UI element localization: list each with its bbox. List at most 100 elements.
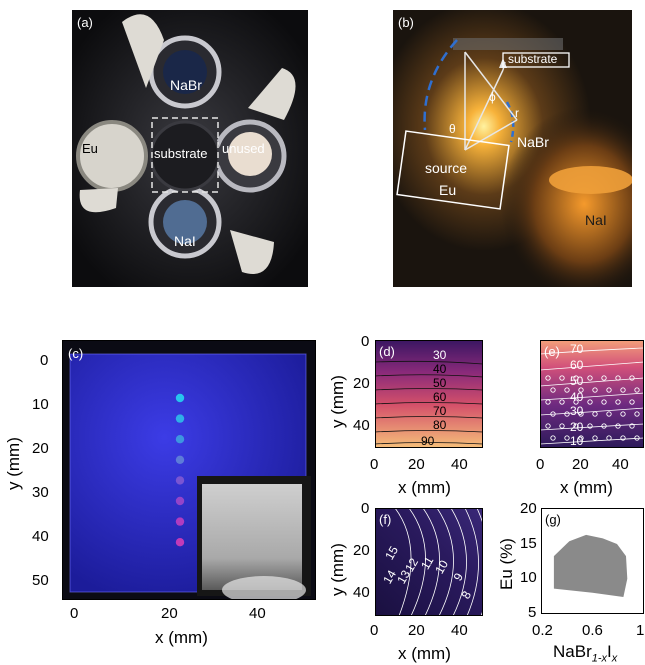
e-xlabel: x (mm) (560, 478, 613, 497)
e-sample-dot (550, 435, 556, 441)
g-ylabel: Eu (%) (497, 538, 516, 590)
measurement-dot (175, 393, 185, 403)
d-ytick-20: 20 (353, 375, 370, 392)
e-sample-dot (550, 387, 556, 393)
e-sample-dot (550, 411, 556, 417)
measurement-dots (175, 393, 185, 547)
substrate-label: substrate (154, 146, 208, 161)
eu-label: Eu (82, 141, 98, 156)
panel-e-plot: (e) 70 60 50 40 30 20 10 (540, 340, 644, 448)
e-sample-dot (592, 435, 598, 441)
e-sample-dot (564, 411, 570, 417)
e-sample-dot (559, 423, 565, 429)
e-sample-dot (615, 399, 621, 405)
e-sample-dot (606, 435, 612, 441)
shutter (79, 188, 118, 213)
e-sample-dots (545, 375, 640, 441)
e-xtick-20: 20 (572, 456, 589, 473)
substrate-box (502, 52, 570, 68)
e-sample-dot (564, 435, 570, 441)
e-contour-10: 10 (570, 434, 584, 448)
panel-g-tag: (g) (545, 512, 561, 527)
f-xlabel: x (mm) (398, 644, 451, 663)
d-contour-70: 70 (433, 404, 447, 418)
e-sample-dot (573, 375, 579, 381)
measurement-dot (175, 414, 185, 423)
composition-region (553, 534, 628, 597)
measurement-dot (175, 455, 185, 464)
eu-label-b: Eu (439, 182, 457, 198)
measurement-dot (175, 435, 185, 444)
shutter (248, 68, 296, 120)
e-contour-30: 30 (570, 404, 584, 418)
e-sample-dot (587, 375, 593, 381)
e-contour-20: 20 (570, 420, 584, 434)
e-contour-60: 60 (570, 358, 584, 372)
e-sample-dot (634, 411, 640, 417)
e-xtick-40: 40 (612, 456, 629, 473)
e-sample-dot (578, 411, 584, 417)
e-sample-dot (620, 435, 626, 441)
f-ylabel: y (mm) (328, 543, 347, 596)
e-xtick-0: 0 (536, 456, 545, 473)
eu-crucible-a (76, 120, 148, 192)
panel-g-plot: (g) (541, 508, 644, 614)
shutter (122, 14, 164, 88)
panel-f-plot: (f) 15 14 13 12 11 10 9 8 (375, 508, 483, 616)
e-sample-dot (615, 423, 621, 429)
e-sample-dot (587, 399, 593, 405)
source-label: source (425, 160, 468, 176)
d-xlabel: x (mm) (398, 478, 451, 497)
source-box (396, 130, 510, 210)
e-sample-dot (559, 375, 565, 381)
panel-f-contour (375, 508, 483, 616)
panel-b-illustration (393, 10, 632, 287)
e-sample-dot (606, 411, 612, 417)
nai-label: NaI (174, 233, 196, 249)
g-ytick-15: 15 (520, 535, 537, 552)
panel-b-photo: (b) substrate ϕ θ r NaBr source Eu NaI (393, 10, 632, 287)
f-xtick-0: 0 (370, 622, 379, 639)
e-sample-dot (592, 387, 598, 393)
unused-label: unused (222, 141, 265, 156)
e-sample-dot (573, 399, 579, 405)
d-contour-50: 50 (433, 376, 447, 390)
c-ytick-50: 50 (32, 572, 49, 589)
e-sample-dot (545, 375, 551, 381)
panel-c-plot: (c) (62, 340, 316, 600)
e-sample-dot (578, 387, 584, 393)
d-contour-90: 90 (421, 434, 435, 448)
c-xtick-20: 20 (161, 605, 178, 622)
shutter (230, 230, 274, 274)
c-ytick-20: 20 (32, 440, 49, 457)
g-xtick-0.6: 0.6 (582, 622, 603, 639)
e-sample-dot (629, 375, 635, 381)
e-sample-dot (545, 423, 551, 429)
c-xtick-40: 40 (249, 605, 266, 622)
e-sample-dot (545, 399, 551, 405)
f-ytick-0: 0 (361, 500, 370, 517)
e-sample-dot (606, 387, 612, 393)
measurement-dot (175, 476, 185, 485)
d-ytick-0: 0 (361, 333, 370, 350)
e-sample-dot (620, 387, 626, 393)
e-sample-dot (601, 423, 607, 429)
e-sample-dot (573, 423, 579, 429)
r-label: r (515, 106, 519, 120)
d-contour-40: 40 (433, 362, 447, 376)
e-sample-dot (564, 387, 570, 393)
panel-d-tag: (d) (379, 344, 395, 359)
theta-label: θ (449, 122, 456, 136)
phi-label: ϕ (489, 90, 496, 104)
e-sample-dot (559, 399, 565, 405)
panel-e-tag: (e) (544, 344, 560, 359)
inset-photo (202, 484, 302, 590)
g-ytick-20: 20 (520, 500, 537, 517)
d-contour-80: 80 (433, 418, 447, 432)
e-contour-40: 40 (570, 390, 584, 404)
g-ytick-10: 10 (520, 569, 537, 586)
nabr-label-b: NaBr (517, 134, 549, 150)
d-xtick-20: 20 (408, 456, 425, 473)
g-xtick-1: 1 (636, 622, 645, 639)
e-sample-dot (601, 399, 607, 405)
